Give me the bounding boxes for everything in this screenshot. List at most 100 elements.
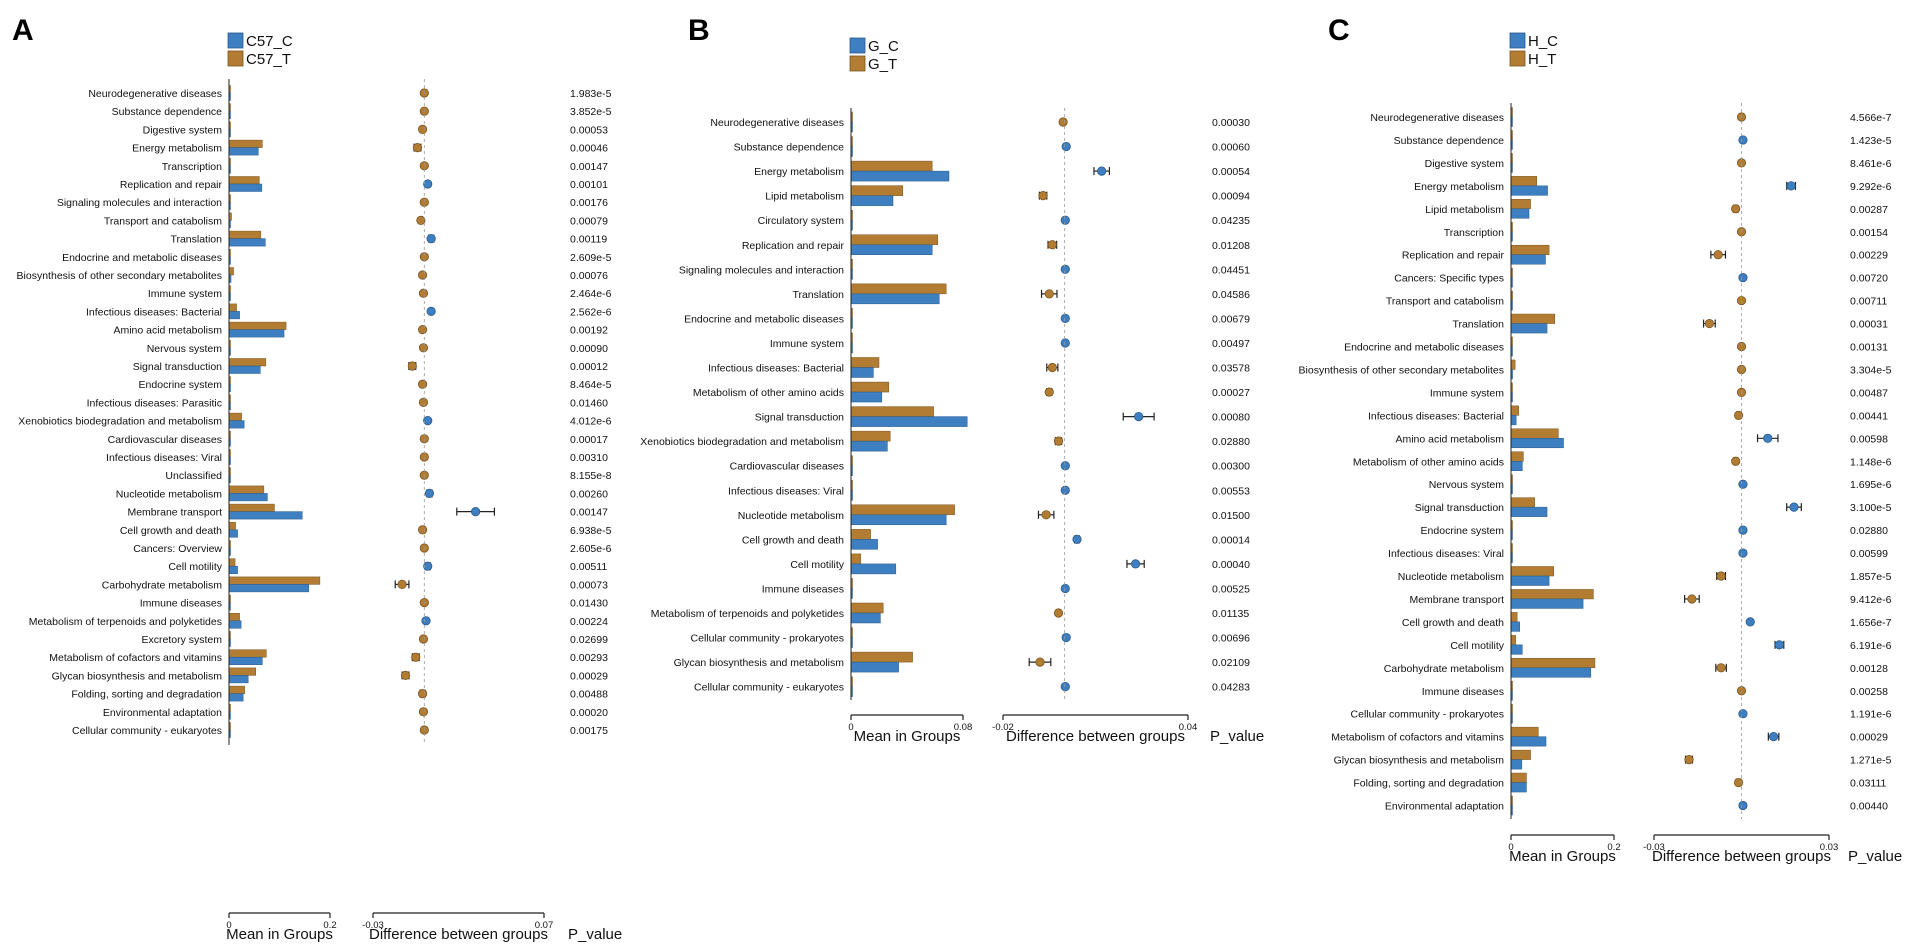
p-value: 8.461e-6 (1850, 158, 1892, 170)
difference-point (1733, 410, 1744, 420)
p-value: 0.01208 (1212, 240, 1250, 252)
difference-point (1704, 318, 1715, 329)
p-value: 3.304e-5 (1850, 364, 1892, 376)
bar-treatment (1510, 772, 1527, 783)
difference-point (1044, 289, 1054, 299)
p-value: 1.148e-6 (1850, 456, 1892, 468)
p-value: 0.03578 (1212, 363, 1250, 375)
bar-treatment (850, 381, 890, 393)
p-value: 0.00441 (1850, 410, 1888, 422)
category-label: Xenobiotics biodegradation and metabolis… (18, 416, 222, 428)
difference-point (421, 616, 431, 626)
category-label: Cellular community - eukaryotes (694, 682, 844, 694)
difference-point (1047, 240, 1057, 250)
p-value: 0.04235 (1212, 215, 1250, 227)
difference-point (417, 688, 428, 699)
diff-tick-label: -0.03 (1643, 842, 1665, 853)
difference-point (417, 270, 428, 280)
category-label: Cell growth and death (742, 534, 844, 546)
category-label: Cancers: Overview (133, 543, 222, 555)
p-value: 0.00154 (1850, 227, 1888, 239)
p-value: 0.02880 (1850, 525, 1888, 537)
category-label: Infectious diseases: Viral (106, 452, 222, 464)
diff-tick-label: -0.03 (362, 920, 384, 931)
bar-control (1510, 575, 1550, 586)
legend-swatch-h_t (1509, 50, 1526, 67)
bar-control (228, 675, 249, 684)
difference-point (1060, 485, 1070, 495)
difference-point (1060, 461, 1070, 471)
bar-treatment (1510, 244, 1550, 255)
difference-point (1097, 166, 1107, 176)
difference-point (1789, 502, 1799, 512)
p-value: 0.00073 (570, 579, 608, 591)
category-label: Signal transduction (133, 361, 222, 373)
bar-control (1510, 254, 1546, 265)
bar-control (850, 244, 933, 255)
p-value: 0.00229 (1850, 250, 1888, 262)
category-label: Cellular community - prokaryotes (1351, 709, 1504, 721)
bar-treatment (228, 613, 240, 622)
category-label: Cell growth and death (1402, 617, 1504, 629)
bar-treatment (1510, 566, 1554, 577)
p-value: 0.00525 (1212, 583, 1250, 595)
p-value: 1.191e-6 (1850, 709, 1892, 721)
diff-axis-title: Difference between groups (1652, 848, 1831, 865)
bar-treatment (228, 230, 262, 239)
p-value: 0.00017 (570, 434, 608, 446)
difference-point (1134, 411, 1144, 422)
p-value: 0.00192 (570, 325, 608, 337)
p-value: 0.00027 (1212, 387, 1250, 399)
category-label: Environmental adaptation (103, 707, 222, 719)
difference-point (411, 652, 421, 662)
bar-control (850, 195, 894, 206)
category-label: Energy metabolism (754, 166, 844, 178)
difference-point (1035, 657, 1045, 667)
p-value: 0.00053 (570, 124, 608, 136)
category-label: Signal transduction (755, 412, 844, 424)
category-label: Transport and catabolism (1386, 296, 1504, 308)
p-value: 0.00054 (1212, 166, 1250, 178)
p-value: 0.02109 (1212, 657, 1250, 669)
difference-point (1731, 204, 1741, 214)
p-value: 0.04586 (1212, 289, 1250, 301)
p-value: 8.155e-8 (570, 470, 612, 482)
bar-control (228, 238, 266, 247)
category-label: Glycan biosynthesis and metabolism (52, 670, 223, 682)
bar-treatment (228, 176, 260, 185)
p-value: 0.00175 (570, 725, 608, 737)
category-label: Neurodegenerative diseases (1370, 112, 1504, 124)
category-label: Transcription (1444, 227, 1504, 239)
category-label: Metabolism of terpenoids and polyketides (651, 608, 844, 620)
category-label: Endocrine and metabolic diseases (684, 313, 844, 325)
p-value: 4.566e-7 (1850, 112, 1892, 124)
difference-point (1053, 608, 1064, 618)
category-label: Replication and repair (120, 179, 223, 191)
category-label: Cancers: Specific types (1394, 273, 1504, 285)
bar-control (1510, 782, 1527, 793)
p-value: 0.01500 (1212, 510, 1250, 522)
category-label: Nervous system (147, 343, 223, 355)
p-value: 0.00488 (570, 689, 608, 701)
bar-treatment (850, 234, 939, 245)
p-value: 0.00119 (570, 234, 607, 246)
p-value: 0.00679 (1212, 313, 1250, 325)
bar-control (228, 493, 268, 502)
difference-point (1060, 215, 1070, 225)
p-value: 0.00287 (1850, 204, 1888, 216)
category-label: Metabolism of other amino acids (1353, 456, 1504, 468)
bar-tick-label: 0.2 (323, 920, 336, 931)
category-label: Cell motility (1450, 640, 1504, 652)
category-label: Folding, sorting and degradation (1353, 778, 1504, 790)
p-value: 1.271e-5 (1850, 755, 1892, 767)
bar-control (1510, 667, 1592, 678)
difference-point (418, 707, 429, 717)
panel-label: A (12, 14, 34, 47)
bar-treatment (850, 283, 947, 295)
category-label: Immune diseases (140, 598, 222, 610)
p-value: 1.695e-6 (1850, 479, 1892, 491)
p-value: 0.01430 (570, 598, 608, 610)
bar-treatment (228, 321, 287, 330)
difference-point (418, 343, 429, 353)
legend-swatch-h_c (1509, 32, 1526, 49)
